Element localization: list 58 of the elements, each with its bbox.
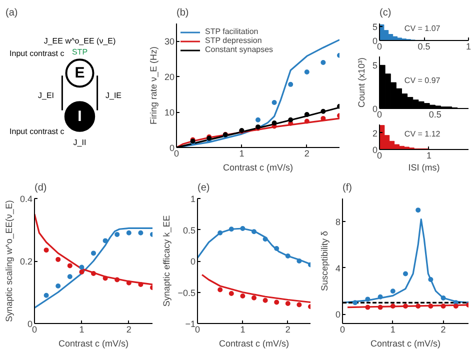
- y-tick-label: 10: [164, 108, 175, 118]
- y-tick-label: 0.5: [182, 225, 196, 236]
- text: E: [74, 64, 85, 82]
- y-tick-label: 5: [372, 60, 378, 71]
- x-tick-label: 2: [440, 324, 446, 334]
- text: STP: [72, 48, 88, 57]
- y-tick-label: −0.5: [178, 288, 196, 298]
- text: J_IE: [105, 90, 122, 100]
- chart-title: (d): [34, 182, 47, 194]
- y-tick-label: 1: [190, 194, 196, 204]
- x-axis-title: Contrast c (mV/s): [370, 338, 441, 348]
- y-axis-title: Count (x10³): [356, 57, 366, 108]
- x-tick-label: 1: [390, 324, 396, 334]
- y-tick-label: 20: [164, 72, 175, 82]
- chart-title: (b): [176, 8, 189, 18]
- chart-title: (f): [342, 182, 352, 194]
- annotation: CV = 1.07: [404, 24, 441, 33]
- annotation: CV = 0.97: [404, 76, 441, 86]
- legend-label: Constant synapses: [205, 45, 274, 54]
- y-tick-label: 0.4: [20, 194, 33, 204]
- x-tick-label: 2: [126, 324, 132, 334]
- text: J_II: [73, 138, 86, 148]
- y-axis-title: Synaptic scaling w^o_EE(ν_E): [4, 200, 14, 322]
- y-tick-label: 5: [372, 22, 378, 32]
- y-tick-label: 8: [335, 217, 341, 228]
- legend-label: STP facilitation: [205, 27, 258, 36]
- annotation: CV = 1.12: [404, 129, 441, 138]
- x-tick-label: 2: [285, 324, 290, 334]
- text: I: [78, 108, 82, 125]
- x-tick-label: 1: [426, 150, 432, 160]
- text: (a): [6, 8, 18, 18]
- y-tick-label: 0.2: [20, 256, 33, 266]
- x-tick-label: 1: [466, 42, 472, 52]
- text: Input contrast c: [10, 48, 64, 58]
- chart-title: (e): [198, 182, 210, 194]
- y-tick-label: 30: [164, 36, 175, 47]
- y-axis-title: Susceptibility δ: [319, 230, 330, 292]
- y-tick-label: 0: [335, 310, 341, 320]
- text: J_EI: [38, 90, 54, 100]
- text: Input contrast c: [10, 126, 64, 136]
- y-axis-title: Firing rate ν_E (Hz): [148, 46, 158, 125]
- x-tick-label: 1: [79, 324, 84, 334]
- x-axis-title: ISI (ms): [408, 162, 440, 172]
- x-axis-title: Contrast c (mV/s): [58, 338, 129, 348]
- y-axis-title: Synaptic efficacy k_EE: [162, 215, 172, 307]
- x-tick-label: 1: [239, 148, 244, 158]
- x-tick-label: 2: [304, 148, 310, 158]
- y-tick-label: −1: [185, 319, 196, 329]
- chart-title: (c): [380, 8, 392, 18]
- x-axis-title: Contrast c (mV/s): [222, 162, 294, 172]
- y-tick-label: 2: [372, 128, 378, 138]
- x-tick-label: 0.5: [418, 42, 430, 52]
- text: J_EE w^o_EE (ν_E): [44, 36, 116, 46]
- legend-label: STP depression: [205, 36, 262, 45]
- x-tick-label: 1: [240, 324, 246, 334]
- y-tick-label: 4: [335, 263, 341, 274]
- x-axis-title: Contrast c (mV/s): [218, 338, 290, 348]
- y-tick-label: 0: [190, 256, 196, 266]
